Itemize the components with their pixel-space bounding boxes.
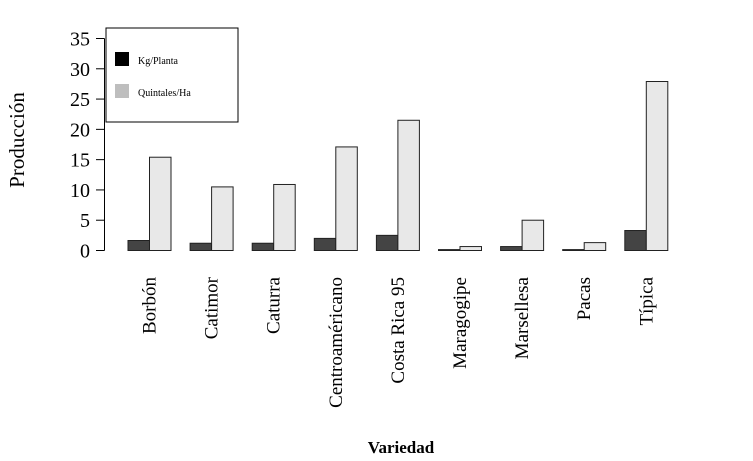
legend-label-quintales-ha: Quintales/Ha bbox=[138, 88, 191, 99]
y-tick-label: 5 bbox=[80, 210, 90, 232]
bar-quintales-ha-5 bbox=[459, 246, 482, 251]
bar-kg-planta-4 bbox=[375, 234, 399, 252]
bars bbox=[127, 81, 669, 252]
y-tick-label: 15 bbox=[70, 150, 90, 172]
legend-swatch-quintales-ha bbox=[115, 84, 129, 98]
y-tick-label: 0 bbox=[80, 241, 90, 263]
bar-kg-planta-0 bbox=[127, 240, 150, 251]
bar-kg-planta-5 bbox=[438, 249, 461, 252]
bar-quintales-ha-4 bbox=[397, 119, 420, 252]
y-tick-label: 35 bbox=[70, 29, 90, 51]
bar-quintales-ha-3 bbox=[335, 146, 358, 251]
x-tick-label: Borbón bbox=[140, 277, 161, 335]
bar-quintales-ha-2 bbox=[273, 183, 296, 251]
legend: Kg/Planta Quintales/Ha bbox=[105, 27, 239, 123]
bar-kg-planta-6 bbox=[500, 246, 523, 251]
bar-quintales-ha-6 bbox=[521, 219, 545, 251]
x-axis-label: Variedad bbox=[368, 438, 435, 457]
bar-kg-planta-3 bbox=[313, 237, 337, 251]
x-tick-label: Caturra bbox=[264, 276, 285, 334]
y-tick-label: 20 bbox=[70, 119, 90, 141]
x-tick-label: Maragogipe bbox=[450, 277, 471, 369]
bar-kg-planta-1 bbox=[189, 242, 213, 252]
y-axis-label: Producción bbox=[5, 92, 29, 188]
bar-quintales-ha-8 bbox=[645, 81, 669, 252]
y-axis: 0 5 10 15 20 25 30 35 bbox=[70, 29, 105, 263]
y-tick-label: 30 bbox=[70, 59, 90, 81]
bar-quintales-ha-0 bbox=[149, 156, 172, 251]
x-tick-label: Típica bbox=[636, 276, 657, 325]
legend-swatch-kg-planta bbox=[115, 52, 129, 66]
y-tick-label: 10 bbox=[70, 180, 90, 202]
bar-kg-planta-2 bbox=[251, 242, 275, 252]
bar-quintales-ha-1 bbox=[211, 186, 234, 251]
x-tick-label: Marsellesa bbox=[512, 276, 533, 359]
x-tick-labels: Borbón Catimor Caturra Centroaméricano Costa… bbox=[140, 276, 658, 408]
legend-box bbox=[105, 27, 239, 123]
x-tick-label: Catimor bbox=[202, 276, 223, 339]
x-tick-label: Pacas bbox=[574, 277, 595, 320]
x-tick-label: Costa Rica 95 bbox=[388, 277, 409, 384]
bar-kg-planta-7 bbox=[562, 249, 585, 252]
bar-kg-planta-8 bbox=[624, 230, 647, 251]
x-tick-label: Centroaméricano bbox=[326, 277, 347, 408]
bar-quintales-ha-7 bbox=[583, 242, 607, 252]
legend-label-kg-planta: Kg/Planta bbox=[138, 56, 179, 67]
y-tick-label: 25 bbox=[70, 89, 90, 111]
